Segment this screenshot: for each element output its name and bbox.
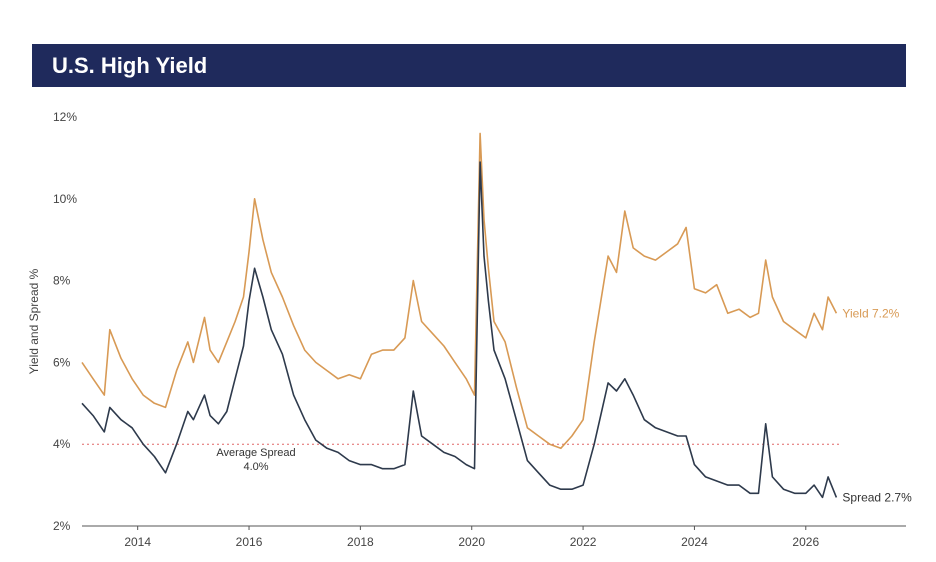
chart-title: U.S. High Yield: [52, 53, 208, 78]
y-tick-label: 6%: [53, 355, 71, 369]
series-line-yield: [81, 132, 838, 450]
series-line-spread: [81, 161, 838, 499]
x-tick-label: 2014: [124, 535, 151, 549]
axes: 2% 4% 6% 8% 10% 12% 2014 2016 2018 2020 2022 2024 20…: [27, 110, 906, 549]
average-spread-group: Average Spread 4.0%: [82, 443, 840, 473]
y-tick-label: 2%: [53, 519, 71, 533]
average-spread-value: 4.0%: [243, 461, 268, 473]
x-tick-label: 2020: [458, 535, 485, 549]
y-axis-label: Yield and Spread %: [27, 268, 41, 374]
x-tick-label: 2024: [681, 535, 708, 549]
average-spread-label: Average Spread: [216, 447, 295, 459]
x-tick-label: 2016: [236, 535, 263, 549]
x-tick-label: 2026: [792, 535, 819, 549]
series-end-label-yield: Yield 7.2%: [842, 306, 899, 320]
y-tick-label: 12%: [53, 110, 77, 124]
y-tick-label: 4%: [53, 437, 71, 451]
series-lines: [81, 132, 838, 499]
y-tick-label: 8%: [53, 274, 71, 288]
y-tick-label: 10%: [53, 192, 77, 206]
series-labels: Yield 7.2% Spread 2.7%: [842, 306, 912, 504]
title-bar: U.S. High Yield: [32, 44, 906, 87]
x-tick-label: 2022: [570, 535, 597, 549]
x-tick-label: 2018: [347, 535, 374, 549]
series-end-label-spread: Spread 2.7%: [842, 490, 912, 504]
